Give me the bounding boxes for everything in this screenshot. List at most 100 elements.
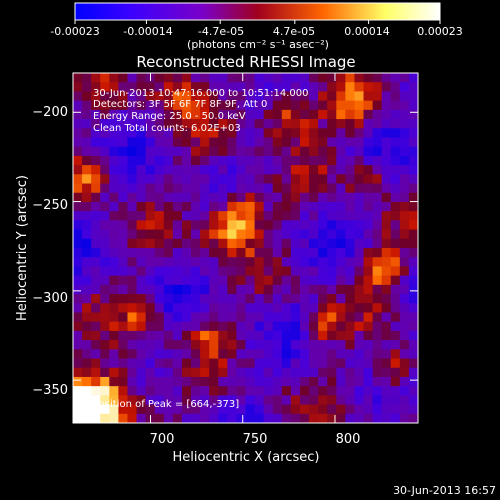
heatmap-cell bbox=[73, 155, 83, 166]
heatmap-cell bbox=[399, 238, 410, 249]
heatmap-cell bbox=[345, 294, 356, 304]
heatmap-cell bbox=[327, 367, 337, 378]
heatmap-cell bbox=[91, 266, 101, 277]
heatmap-cell bbox=[408, 82, 418, 93]
heatmap-cell bbox=[172, 321, 183, 332]
heatmap-cell bbox=[172, 294, 183, 304]
heatmap-cell bbox=[91, 119, 101, 129]
heatmap-cell bbox=[227, 340, 238, 350]
heatmap-cell bbox=[272, 340, 283, 350]
heatmap-cell bbox=[91, 303, 101, 314]
heatmap-cell bbox=[290, 413, 301, 423]
heatmap-cell bbox=[399, 303, 410, 314]
heatmap-cell bbox=[399, 174, 410, 185]
heatmap-cell bbox=[345, 330, 356, 341]
heatmap-cell bbox=[82, 312, 92, 323]
heatmap-cell bbox=[172, 174, 183, 185]
heatmap-cell bbox=[290, 248, 301, 258]
heatmap-cell bbox=[236, 119, 247, 129]
heatmap-cell bbox=[299, 257, 310, 268]
heatmap-cell bbox=[109, 119, 119, 129]
heatmap-cell bbox=[263, 312, 274, 323]
heatmap-cell bbox=[127, 358, 138, 369]
heatmap-cell bbox=[381, 349, 392, 360]
heatmap-cell bbox=[408, 248, 418, 258]
heatmap-cell bbox=[290, 275, 301, 286]
heatmap-cell bbox=[263, 330, 274, 341]
heatmap-cell bbox=[363, 248, 374, 258]
heatmap-cell bbox=[281, 229, 292, 240]
heatmap-cell bbox=[100, 367, 110, 378]
heatmap-cell bbox=[136, 128, 147, 139]
heatmap-cell bbox=[345, 257, 356, 268]
heatmap-cell bbox=[245, 192, 256, 203]
heatmap-cell bbox=[236, 211, 247, 221]
heatmap-cell bbox=[363, 119, 374, 129]
heatmap-cell bbox=[181, 211, 192, 221]
heatmap-cell bbox=[318, 284, 328, 295]
heatmap-cell bbox=[82, 257, 92, 268]
heatmap-cell bbox=[345, 386, 356, 396]
heatmap-cell bbox=[218, 201, 228, 212]
heatmap-cell bbox=[73, 275, 83, 286]
heatmap-cell bbox=[191, 404, 201, 415]
heatmap-cell bbox=[254, 257, 265, 268]
heatmap-cell bbox=[363, 192, 374, 203]
heatmap-cell bbox=[82, 238, 92, 249]
heatmap-cell bbox=[245, 266, 256, 277]
heatmap-cell bbox=[272, 100, 283, 111]
heatmap-cell bbox=[145, 183, 156, 194]
heatmap-cell bbox=[227, 257, 238, 268]
heatmap-cell bbox=[318, 220, 328, 231]
heatmap-cell bbox=[281, 192, 292, 203]
heatmap-cell bbox=[209, 358, 219, 369]
heatmap-cell bbox=[263, 137, 274, 148]
heatmap-cell bbox=[318, 321, 328, 332]
heatmap-cell bbox=[191, 165, 201, 175]
heatmap-cell bbox=[236, 146, 247, 157]
heatmap-cell bbox=[154, 294, 165, 304]
heatmap-cell bbox=[236, 386, 247, 396]
heatmap-cell bbox=[299, 358, 310, 369]
heatmap-cell bbox=[154, 367, 165, 378]
heatmap-cell bbox=[100, 303, 110, 314]
heatmap-cell bbox=[254, 330, 265, 341]
heatmap-cell bbox=[200, 220, 210, 231]
heatmap-cell bbox=[290, 100, 301, 111]
heatmap-cell bbox=[345, 211, 356, 221]
heatmap-cell bbox=[236, 266, 247, 277]
heatmap-cell bbox=[272, 73, 283, 83]
heatmap-cell bbox=[109, 211, 119, 221]
heatmap-cell bbox=[281, 404, 292, 415]
heatmap-cell bbox=[336, 321, 346, 332]
heatmap-cell bbox=[191, 109, 201, 120]
heatmap-cell bbox=[345, 109, 356, 120]
heatmap-cell bbox=[145, 275, 156, 286]
heatmap-cell bbox=[390, 266, 401, 277]
heatmap-cell bbox=[354, 376, 365, 387]
heatmap-cell bbox=[263, 220, 274, 231]
heatmap-cell bbox=[345, 284, 356, 295]
heatmap-cell bbox=[272, 220, 283, 231]
heatmap-cell bbox=[163, 284, 174, 295]
heatmap-cell bbox=[309, 330, 319, 341]
heatmap-cell bbox=[272, 146, 283, 157]
heatmap-cell bbox=[254, 137, 265, 148]
heatmap-cell bbox=[272, 266, 283, 277]
heatmap-cell bbox=[227, 201, 238, 212]
heatmap-cell bbox=[82, 137, 92, 148]
heatmap-cell bbox=[390, 201, 401, 212]
heatmap-cell bbox=[227, 330, 238, 341]
heatmap-cell bbox=[245, 211, 256, 221]
heatmap-cell bbox=[100, 155, 110, 166]
heatmap-cell bbox=[281, 284, 292, 295]
heatmap-cell bbox=[181, 266, 192, 277]
heatmap-cell bbox=[381, 220, 392, 231]
heatmap-cell bbox=[100, 248, 110, 258]
heatmap-cell bbox=[218, 155, 228, 166]
heatmap-cell bbox=[109, 183, 119, 194]
heatmap-cell bbox=[336, 192, 346, 203]
heatmap-cell bbox=[100, 165, 110, 175]
heatmap-cell bbox=[154, 211, 165, 221]
heatmap-cell bbox=[145, 238, 156, 249]
